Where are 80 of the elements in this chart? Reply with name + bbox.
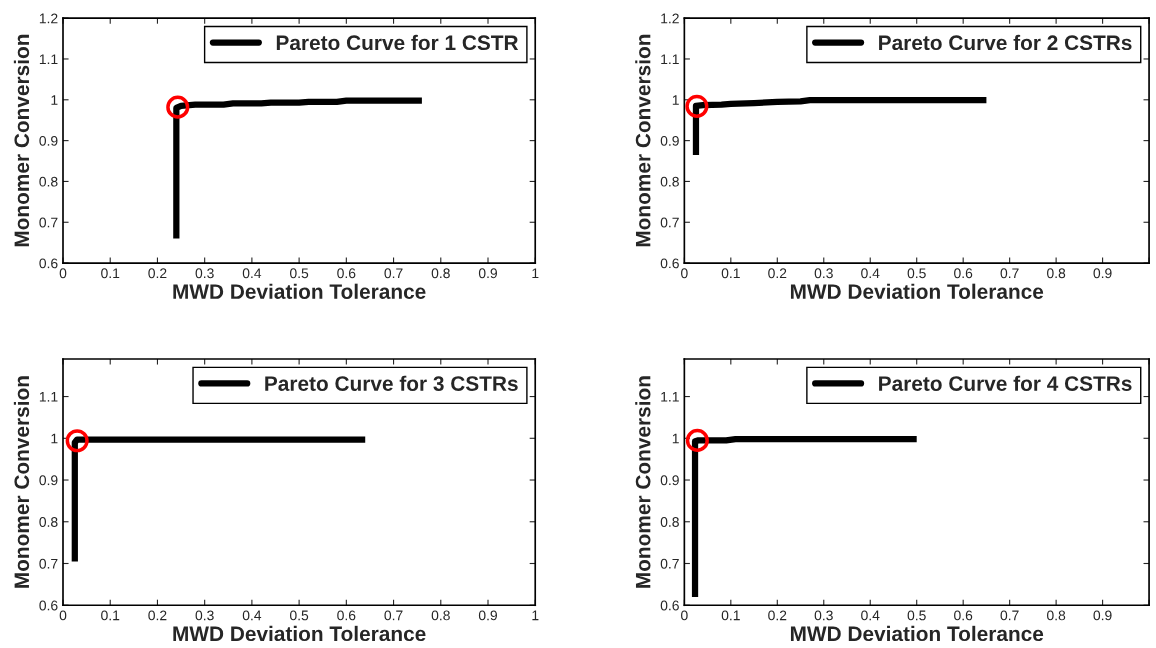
x-axis-title: MWD Deviation Tolerance xyxy=(173,283,426,299)
y-tick-label: 0.9 xyxy=(39,475,58,486)
x-tick-label: 0.9 xyxy=(478,610,497,621)
y-tick-label: 0.6 xyxy=(660,258,679,269)
y-tick-label: 0.8 xyxy=(660,517,679,527)
x-tick-label: 0.3 xyxy=(195,268,214,279)
legend-label: Pareto Curve for 2 CSTRs xyxy=(879,34,1132,51)
y-tick-label: 0.8 xyxy=(39,176,58,187)
x-tick-label: 0.8 xyxy=(1047,610,1066,621)
legend-label: Pareto Curve for 3 CSTRs xyxy=(265,375,518,391)
y-tick-label: 1 xyxy=(51,95,58,105)
x-tick-label: 0.5 xyxy=(907,268,926,279)
y-axis-title: Monomer Conversion xyxy=(635,34,651,247)
x-tick-label: 0.4 xyxy=(861,268,880,279)
x-tick-label: 0.9 xyxy=(1093,268,1112,279)
x-tick-label: 0.3 xyxy=(814,268,833,279)
x-tick-label: 0.8 xyxy=(431,268,450,279)
y-tick-label: 0.9 xyxy=(660,135,679,146)
y-tick-label: 1.1 xyxy=(39,54,58,64)
x-tick-label: 0.5 xyxy=(907,610,926,621)
y-tick-label: 1.2 xyxy=(39,13,58,24)
x-tick-label: 0 xyxy=(59,268,67,279)
x-axis-title: MWD Deviation Tolerance xyxy=(173,625,426,642)
x-tick-label: 0.1 xyxy=(101,268,120,279)
legend-label: Pareto Curve for 4 CSTRs xyxy=(879,375,1132,391)
x-tick-label: 0.6 xyxy=(337,268,356,279)
y-axis-title: Monomer Conversion xyxy=(13,376,30,588)
y-tick-label: 1 xyxy=(51,433,58,444)
x-tick-label: 1 xyxy=(532,268,539,279)
y-tick-label: 1.1 xyxy=(661,54,679,64)
x-tick-label: 0.2 xyxy=(148,610,167,621)
y-tick-label: 1.1 xyxy=(39,392,58,402)
x-axis-title: MWD Deviation Tolerance xyxy=(790,625,1044,642)
x-tick-label: 0.8 xyxy=(431,610,450,621)
x-tick-label: 0.9 xyxy=(478,268,497,279)
x-tick-label: 0.6 xyxy=(337,610,356,621)
x-tick-label: 0.5 xyxy=(290,610,309,621)
x-tick-label: 0.7 xyxy=(384,610,403,621)
x-tick-label: 0 xyxy=(59,610,67,621)
x-axis-title: MWD Deviation Tolerance xyxy=(790,283,1044,299)
x-tick-label: 0.3 xyxy=(814,610,833,621)
y-tick-label: 1 xyxy=(672,95,679,105)
y-tick-label: 0.6 xyxy=(39,600,58,611)
y-tick-label: 0.7 xyxy=(660,217,679,228)
x-tick-label: 0.2 xyxy=(768,268,787,279)
x-tick-label: 0.6 xyxy=(954,610,973,621)
y-tick-label: 1.2 xyxy=(661,13,679,24)
x-tick-label: 0.4 xyxy=(242,268,262,279)
y-tick-label: 0.6 xyxy=(660,600,679,611)
y-axis-title: Monomer Conversion xyxy=(13,34,30,247)
y-tick-label: 0.7 xyxy=(39,217,58,228)
y-tick-label: 0.9 xyxy=(660,475,679,486)
x-tick-label: 0.8 xyxy=(1047,268,1066,279)
x-tick-label: 0.5 xyxy=(290,268,309,279)
x-tick-label: 0.1 xyxy=(721,268,740,279)
x-tick-label: 0.1 xyxy=(721,610,740,621)
y-tick-label: 0.6 xyxy=(39,258,58,269)
y-tick-label: 0.9 xyxy=(39,135,58,146)
legend-label: Pareto Curve for 1 CSTR xyxy=(276,34,519,51)
x-tick-label: 0.6 xyxy=(954,268,973,279)
x-tick-label: 0.7 xyxy=(384,268,403,279)
x-tick-label: 0.4 xyxy=(861,610,880,621)
x-tick-label: 0.7 xyxy=(1000,268,1019,279)
y-axis-title: Monomer Conversion xyxy=(635,376,651,588)
x-tick-label: 0.7 xyxy=(1000,610,1019,621)
x-tick-label: 0.3 xyxy=(195,610,214,621)
x-tick-label: 0.4 xyxy=(242,610,262,621)
x-tick-label: 0 xyxy=(681,610,688,621)
x-tick-label: 0.2 xyxy=(148,268,167,279)
y-tick-label: 1 xyxy=(672,433,679,444)
x-tick-label: 0.1 xyxy=(101,610,120,621)
x-tick-label: 0 xyxy=(681,268,688,279)
x-tick-label: 0.2 xyxy=(768,610,787,621)
y-tick-label: 1.1 xyxy=(661,392,679,402)
y-tick-label: 0.8 xyxy=(39,517,58,527)
y-tick-label: 0.7 xyxy=(39,558,58,569)
y-tick-label: 0.8 xyxy=(660,176,679,187)
x-tick-label: 0.9 xyxy=(1093,610,1112,621)
x-tick-label: 1 xyxy=(532,610,539,621)
y-tick-label: 0.7 xyxy=(660,558,679,569)
